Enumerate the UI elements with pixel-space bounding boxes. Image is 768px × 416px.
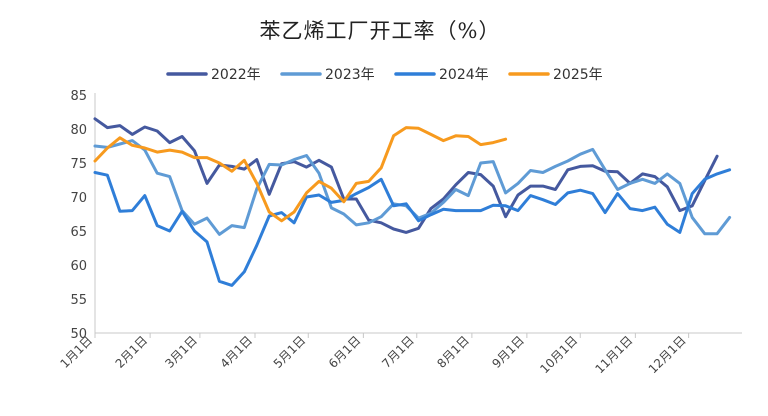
x-tick-label: 5月1日 xyxy=(271,333,309,371)
x-tick-label: 4月1日 xyxy=(217,333,255,371)
legend-label: 2023年 xyxy=(325,67,375,83)
series-line-2 xyxy=(93,168,732,287)
y-tick-label: 60 xyxy=(70,259,87,274)
x-tick-label: 12月1日 xyxy=(646,333,689,376)
series-line-3 xyxy=(93,126,508,223)
x-tick-label: 8月1日 xyxy=(434,333,472,371)
x-tick-label: 6月1日 xyxy=(326,333,364,371)
x-tick-label: 2月1日 xyxy=(113,333,151,371)
y-tick-label: 50 xyxy=(70,327,87,342)
y-tick-label: 85 xyxy=(70,89,87,104)
y-tick-label: 80 xyxy=(70,123,87,138)
x-tick-label: 10月1日 xyxy=(537,333,580,376)
chart-title: 苯乙烯工厂开工率（%） xyxy=(260,19,501,43)
x-tick-label: 11月1日 xyxy=(592,333,635,376)
x-tick-label: 7月1日 xyxy=(379,333,417,371)
legend-label: 2025年 xyxy=(553,67,603,83)
y-tick-label: 55 xyxy=(70,293,87,308)
x-tick-label: 3月1日 xyxy=(162,333,200,371)
x-tick-label: 9月1日 xyxy=(489,333,527,371)
y-tick-label: 70 xyxy=(70,191,87,206)
x-axis: 1月1日 2月1日 3月1日 4月1日 5月1日 6月1日 7月1日 8月1日 9月1日 10月1… xyxy=(57,332,742,376)
y-tick-label: 65 xyxy=(70,225,87,240)
legend-label: 2022年 xyxy=(211,67,261,83)
legend-label: 2024年 xyxy=(439,67,489,83)
series-lines xyxy=(93,117,732,287)
y-axis: 50 55 60 65 70 75 80 85 xyxy=(70,89,96,342)
series-line-0 xyxy=(93,117,719,234)
y-tick-label: 75 xyxy=(70,157,87,172)
legend: 2022年 2023年 2024年 2025年 xyxy=(166,67,603,83)
